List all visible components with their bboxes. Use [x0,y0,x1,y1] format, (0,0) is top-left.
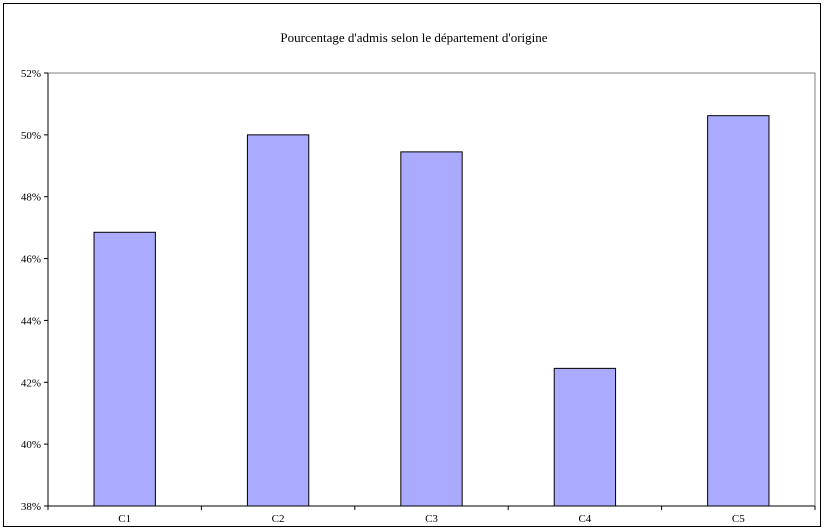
plot-area: 38% 40% 42% 44% 46% 48% 50% 52% C1 C2 C3 C4 C5 [21,68,816,525]
bar [707,115,770,507]
bar [93,231,156,507]
x-tick-label: C2 [272,513,285,525]
x-tick-label: C1 [118,513,131,525]
y-tick-label: 48% [21,192,41,204]
y-tick-label: 38% [21,501,41,513]
chart-frame: Pourcentage d'admis selon le département… [3,3,821,527]
y-tick-label: 42% [21,377,41,389]
y-tick-label: 46% [21,254,41,266]
y-tick-label: 52% [21,68,41,80]
x-tick-label: C4 [578,513,591,525]
bar [246,134,310,507]
chart-title: Pourcentage d'admis selon le département… [280,30,547,45]
y-tick-label: 44% [21,315,41,327]
bar [400,151,463,507]
bar [553,367,617,507]
x-tick-label: C5 [732,513,745,525]
bar-chart: Pourcentage d'admis selon le département… [21,30,816,525]
y-tick-label: 40% [21,439,41,451]
x-tick-label: C3 [425,513,438,525]
y-tick-label: 50% [21,130,41,142]
